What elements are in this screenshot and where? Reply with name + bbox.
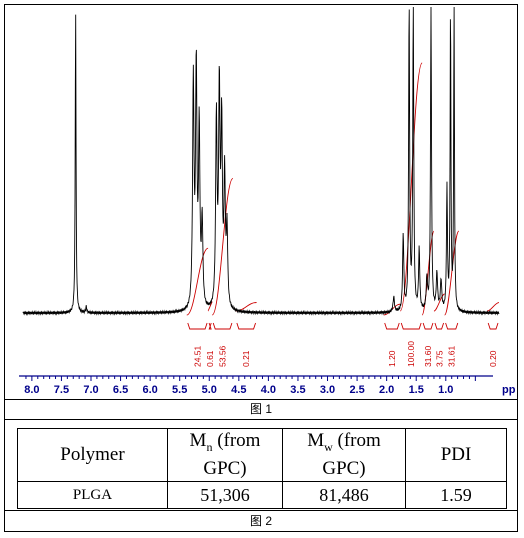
integral-value-label: 100.00 <box>406 341 416 367</box>
table-row: PLGA 51,306 81,486 1.59 <box>17 481 507 509</box>
integral-bracket <box>487 322 499 330</box>
x-tick-label: 3.0 <box>320 384 335 396</box>
integral-bracket <box>434 322 445 330</box>
figure2-caption: 图 2 <box>249 514 272 528</box>
integral-bracket <box>236 322 256 330</box>
integral-layer <box>186 62 500 330</box>
x-tick-label: 6.0 <box>142 384 157 396</box>
integral-curve <box>186 247 209 316</box>
header-mn-sub: n <box>206 439 213 454</box>
spectrum-line <box>22 6 500 316</box>
integral-curve <box>444 230 460 316</box>
integral-curve <box>207 301 213 312</box>
x-tick-label: 8.0 <box>24 384 39 396</box>
x-tick-label: 4.5 <box>231 384 246 396</box>
x-axis: 8.0 7.5 7.0 6.5 6.0 5.5 5.0 4.5 4.0 3.5 3.0 2.5 2.0 1… <box>19 375 516 396</box>
cell-pdi: 1.59 <box>405 481 507 509</box>
integral-value-label: 0.21 <box>241 350 251 367</box>
integral-value-label: 24.51 <box>192 345 202 367</box>
x-tick-label: 7.0 <box>83 384 98 396</box>
x-tick-label: 5.5 <box>172 384 187 396</box>
integral-value-label: 0.20 <box>488 350 498 367</box>
table-header-row: Polymer Mn (from GPC) Mw (from GPC) PDI <box>17 428 507 482</box>
x-tick-label: 4.0 <box>261 384 276 396</box>
gpc-table: Polymer Mn (from GPC) Mw (from GPC) PDI … <box>17 428 507 509</box>
integral-bracket <box>445 322 459 330</box>
cell-mn: 51,306 <box>167 481 283 509</box>
header-mw: Mw (from GPC) <box>282 428 406 482</box>
header-pdi: PDI <box>405 428 507 482</box>
cell-mw: 81,486 <box>282 481 406 509</box>
header-mw-main: M <box>307 430 325 452</box>
integral-bracket <box>400 322 422 330</box>
header-mn-main: M <box>189 430 207 452</box>
integral-curve <box>211 178 234 316</box>
integral-bracket <box>212 322 233 330</box>
nmr-spectrum-panel: 24.51 0.61 53.56 0.21 1.20 100.00 31.60 3.75 31.… <box>5 5 517 400</box>
figure1-caption: 图 1 <box>5 399 517 420</box>
integral-curve <box>421 230 435 316</box>
nmr-spectrum-chart: 24.51 0.61 53.56 0.21 1.20 100.00 31.60 3.75 31.… <box>19 6 516 396</box>
integral-curve <box>487 302 500 312</box>
integral-bracket <box>422 322 434 330</box>
integral-curve <box>235 302 257 312</box>
header-mw-rest: (from GPC) <box>322 430 381 479</box>
integral-value-label: 53.56 <box>218 345 228 367</box>
x-tick-label: 7.5 <box>54 384 69 396</box>
integral-bracket <box>384 322 400 330</box>
integral-bracket <box>187 322 208 330</box>
x-tick-label: 5.0 <box>202 384 217 396</box>
figure-frame: 24.51 0.61 53.56 0.21 1.20 100.00 31.60 3.75 31.… <box>4 4 518 532</box>
header-mn: Mn (from GPC) <box>167 428 283 482</box>
header-mn-rest: (from GPC) <box>203 430 261 479</box>
x-tick-label: 3.5 <box>290 384 305 396</box>
x-tick-label: 2.0 <box>379 384 394 396</box>
integral-curve <box>399 62 423 312</box>
integral-curve <box>433 293 445 312</box>
integral-labels: 24.51 0.61 53.56 0.21 1.20 100.00 31.60 3.75 31.… <box>192 341 498 367</box>
x-tick-label: 6.5 <box>113 384 128 396</box>
x-tick-label: 1.5 <box>409 384 424 396</box>
gpc-table-panel: Polymer Mn (from GPC) Mw (from GPC) PDI … <box>5 420 517 511</box>
x-tick-label: 1.0 <box>438 384 453 396</box>
cell-polymer: PLGA <box>17 481 168 509</box>
x-axis-label: pp <box>502 384 516 396</box>
integral-value-label: 31.61 <box>447 345 457 367</box>
integral-value-label: 1.20 <box>387 350 397 367</box>
integral-value-label: 31.60 <box>423 345 433 367</box>
header-mw-sub: w <box>324 439 333 454</box>
x-tick-label: 2.5 <box>349 384 364 396</box>
integral-value-label: 0.61 <box>205 350 215 367</box>
integral-value-label: 3.75 <box>434 350 444 367</box>
integral-bracket <box>208 322 212 330</box>
header-polymer: Polymer <box>17 428 168 482</box>
